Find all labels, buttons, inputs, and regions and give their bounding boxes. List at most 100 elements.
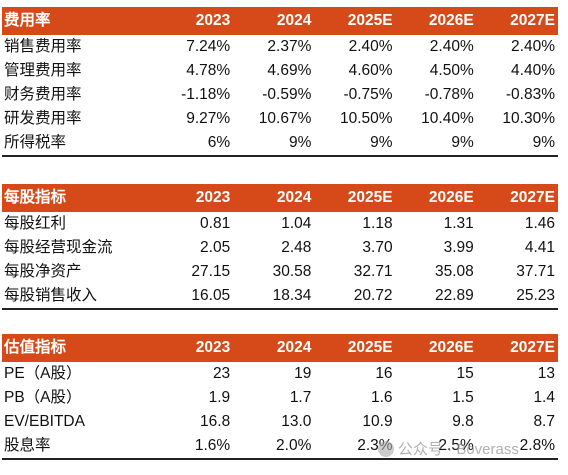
table-row: PB（A股） 1.9 1.7 1.6 1.5 1.4 (2, 386, 558, 410)
table-cell: 1.9 (208, 389, 231, 406)
row-label: PB（A股） (4, 389, 82, 406)
row-label: EV/EBITDA (4, 413, 85, 430)
table-cell: 10.40% (421, 110, 474, 127)
table-cell: 1.4 (533, 389, 555, 406)
header-cell-year: 2026E (428, 189, 474, 206)
table-row: 管理费用率 4.78% 4.69% 4.60% 4.50% 4.40% (2, 59, 558, 83)
table-cell: 8.7 (533, 413, 555, 430)
header-cell-title: 估值指标 (4, 339, 67, 356)
table-cell: -1.18% (181, 86, 231, 103)
header-cell-title: 每股指标 (4, 189, 67, 206)
header-cell-year: 2023 (195, 12, 231, 29)
header-cell-year: 2024 (276, 339, 312, 356)
table-header-row: 每股指标 2023 2024 2025E 2026E 2027E (2, 184, 558, 212)
table-cell: 15 (456, 365, 474, 382)
table-row: 每股销售收入 16.05 18.34 20.72 22.89 25.23 (2, 284, 558, 310)
table-cell: 16.8 (200, 413, 231, 430)
row-label: 股息率 (2, 434, 152, 460)
table-cell: 13.0 (281, 413, 312, 430)
table-cell: 2.3% (314, 434, 396, 460)
table-cell: 10.67% (258, 110, 312, 127)
table-row: 每股红利 0.81 1.04 1.18 1.31 1.46 (2, 212, 558, 236)
table-cell: 23 (212, 365, 231, 382)
header-cell-year: 2023 (195, 339, 231, 356)
table-cell: 6% (152, 131, 234, 157)
table-cell: 4.78% (186, 62, 231, 79)
header-cell-year: 2026E (428, 339, 474, 356)
table-cell: 9% (233, 131, 315, 157)
table-cell: 4.50% (429, 62, 474, 79)
table-cell: 3.70 (362, 239, 393, 256)
table-cell: -0.75% (343, 86, 393, 103)
table-row: 股息率 1.6% 2.0% 2.3% 2.5% 2.8% (2, 434, 558, 460)
table-cell: -0.78% (424, 86, 474, 103)
row-label: 所得税率 (2, 131, 152, 157)
table-cell: 19 (294, 365, 312, 382)
table-cell: 2.37% (267, 38, 312, 55)
row-label: 研发费用率 (4, 110, 82, 127)
table-cell: 10.9 (362, 413, 393, 430)
table-row: 研发费用率 9.27% 10.67% 10.50% 10.40% 10.30% (2, 107, 558, 131)
header-cell-year: 2024 (276, 12, 312, 29)
table-cell: 4.60% (348, 62, 393, 79)
table-cell: 9.8 (452, 413, 474, 430)
table-cell: 1.5 (452, 389, 474, 406)
table-row: EV/EBITDA 16.8 13.0 10.9 9.8 8.7 (2, 410, 558, 434)
table-cell: 10.50% (339, 110, 393, 127)
table-cell: 2.40% (429, 38, 474, 55)
table-row: 所得税率 6% 9% 9% 9% 9% (2, 131, 558, 157)
table-cell: 4.69% (267, 62, 312, 79)
valuation-table: 估值指标 2023 2024 2025E 2026E 2027E PE（A股） … (2, 334, 558, 460)
table-cell: 1.6% (152, 434, 234, 460)
header-cell-year: 2025E (347, 339, 393, 356)
table-row: 销售费用率 7.24% 2.37% 2.40% 2.40% 2.40% (2, 35, 558, 59)
table-cell: 2.0% (233, 434, 315, 460)
table-cell: 0.81 (200, 215, 231, 232)
header-cell-year: 2027E (510, 189, 555, 206)
table-cell: 2.40% (511, 38, 555, 55)
table-cell: 30.58 (272, 263, 312, 280)
table-cell: 1.46 (524, 215, 555, 232)
header-cell-title: 费用率 (4, 12, 51, 29)
table-cell: 2.48 (281, 239, 312, 256)
table-cell: 13 (537, 365, 555, 382)
row-label: 每股净资产 (4, 263, 82, 280)
row-label: 每股经营现金流 (4, 239, 113, 256)
table-cell: 2.05 (200, 239, 231, 256)
row-label: 财务费用率 (4, 86, 82, 103)
table-cell: -0.59% (262, 86, 312, 103)
table-cell: 18.34 (233, 284, 315, 310)
table-cell: 20.72 (314, 284, 396, 310)
table-cell: -0.83% (505, 86, 555, 103)
table-cell: 22.89 (395, 284, 477, 310)
table-cell: 4.40% (511, 62, 555, 79)
table-cell: 1.04 (281, 215, 312, 232)
table-cell: 27.15 (191, 263, 231, 280)
table-cell: 4.41 (524, 239, 555, 256)
table-cell: 9% (314, 131, 396, 157)
table-header-row: 费用率 2023 2024 2025E 2026E 2027E (2, 7, 558, 35)
table-cell: 3.99 (443, 239, 474, 256)
table-cell: 25.23 (476, 284, 558, 310)
table-row: 每股经营现金流 2.05 2.48 3.70 3.99 4.41 (2, 236, 558, 260)
table-cell: 1.6 (371, 389, 393, 406)
table-cell: 2.40% (348, 38, 393, 55)
table-cell: 7.24% (186, 38, 231, 55)
table-cell: 9% (395, 131, 477, 157)
table-cell: 2.8% (476, 434, 558, 460)
table-cell: 16 (375, 365, 393, 382)
table-row: 财务费用率 -1.18% -0.59% -0.75% -0.78% -0.83% (2, 83, 558, 107)
table-cell: 1.7 (289, 389, 312, 406)
header-cell-year: 2025E (347, 189, 393, 206)
header-cell-year: 2025E (347, 12, 393, 29)
header-cell-year: 2024 (276, 189, 312, 206)
table-cell: 10.30% (502, 110, 555, 127)
table-cell: 16.05 (152, 284, 234, 310)
row-label: PE（A股） (4, 365, 82, 382)
table-cell: 9.27% (186, 110, 231, 127)
row-label: 每股销售收入 (2, 284, 152, 310)
table-cell: 35.08 (434, 263, 474, 280)
header-cell-year: 2026E (428, 12, 474, 29)
table-cell: 32.71 (353, 263, 393, 280)
row-label: 管理费用率 (4, 62, 82, 79)
